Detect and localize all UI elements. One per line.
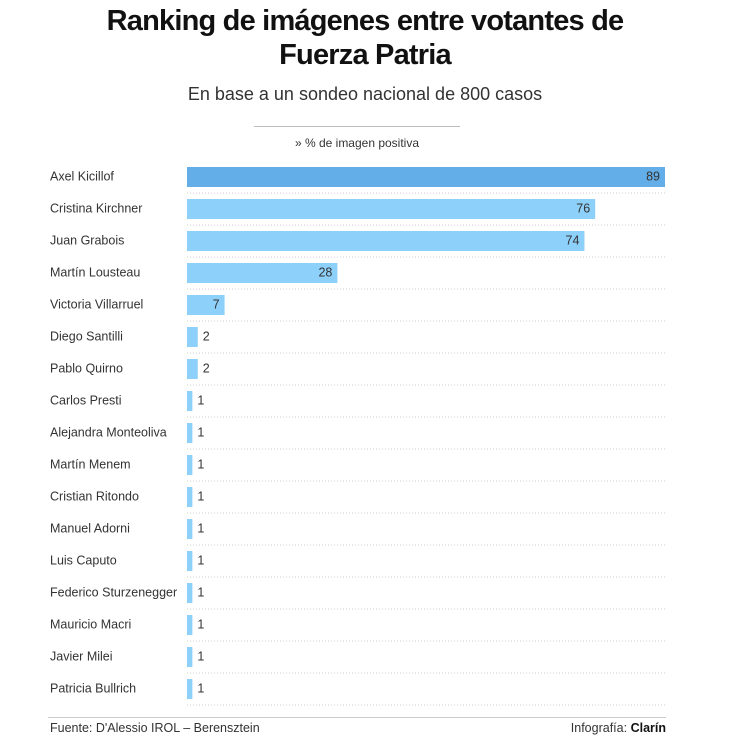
y-tick-label: Luis Caputo: [50, 553, 117, 567]
bar: [187, 231, 585, 251]
value-label: 74: [566, 233, 580, 247]
bar: [187, 487, 193, 507]
bar: [187, 583, 193, 603]
value-label: 7: [213, 297, 220, 311]
bar: [187, 199, 596, 219]
y-tick-label: Carlos Presti: [50, 393, 122, 407]
y-tick-label: Cristina Kirchner: [50, 201, 142, 215]
value-label: 1: [197, 489, 204, 503]
chart-title: Ranking de imágenes entre votantes de Fu…: [106, 5, 625, 71]
bar: [187, 423, 193, 443]
value-label: 1: [197, 617, 204, 631]
y-tick-label: Alejandra Monteoliva: [50, 425, 167, 439]
credit: Infografía: Clarín: [571, 721, 666, 735]
source: Fuente: D'Alessio IROL – Berensztein: [50, 721, 260, 735]
credit-brand: Clarín: [630, 721, 666, 735]
value-label: 1: [197, 393, 204, 407]
bar: [187, 615, 193, 635]
divider: [48, 717, 666, 718]
bar: [187, 679, 193, 699]
bar: [187, 551, 193, 571]
value-label: 28: [318, 265, 332, 279]
value-label: 1: [197, 521, 204, 535]
y-tick-label: Pablo Quirno: [50, 361, 123, 375]
bar: [187, 455, 193, 475]
divider: [254, 126, 460, 127]
y-tick-label: Cristian Ritondo: [50, 489, 139, 503]
value-label: 1: [197, 649, 204, 663]
value-label: 1: [197, 681, 204, 695]
value-label: 2: [203, 361, 210, 375]
y-tick-label: Martín Lousteau: [50, 265, 140, 279]
y-tick-label: Patricia Bullrich: [50, 681, 136, 695]
bar: [187, 359, 198, 379]
bar: [187, 327, 198, 347]
bar: [187, 519, 193, 539]
bar: [187, 647, 193, 667]
bar: [187, 295, 225, 315]
value-label: 2: [203, 329, 210, 343]
chart: Axel Kicillof 89 Cristina Kirchner 76 Juan G…: [50, 167, 665, 706]
y-tick-label: Martín Menem: [50, 457, 131, 471]
y-tick-label: Diego Santilli: [50, 329, 123, 343]
y-tick-label: Manuel Adorni: [50, 521, 130, 535]
value-label: 89: [646, 169, 660, 183]
value-label: 1: [197, 425, 204, 439]
y-tick-label: Federico Sturzenegger: [50, 585, 177, 599]
value-label: 1: [197, 553, 204, 567]
y-tick-label: Mauricio Macri: [50, 617, 131, 631]
y-tick-label: Juan Grabois: [50, 233, 124, 247]
value-label: 1: [197, 457, 204, 471]
bar: [187, 167, 665, 187]
y-tick-label: Victoria Villarruel: [50, 297, 143, 311]
value-label: 1: [197, 585, 204, 599]
y-tick-label: Axel Kicillof: [50, 169, 114, 183]
y-tick-label: Javier Milei: [50, 649, 113, 663]
bar: [187, 391, 193, 411]
bar: [187, 263, 338, 283]
credit-label: Infografía:: [570, 721, 628, 735]
chart-subtitle: En base a un sondeo nacional de 800 caso…: [187, 84, 543, 104]
value-label: 76: [576, 201, 590, 215]
legend-label: » % de imagen positiva: [294, 136, 420, 150]
